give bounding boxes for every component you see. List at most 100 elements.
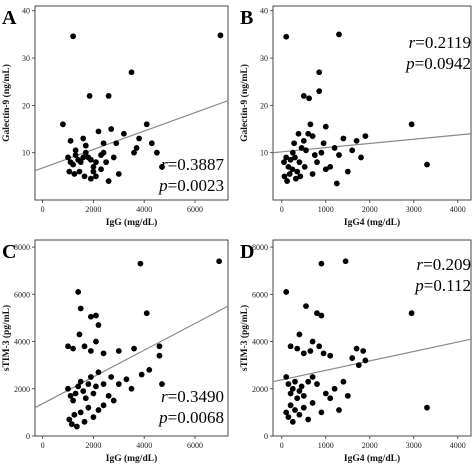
data-point	[298, 145, 305, 151]
plot-frame	[272, 239, 472, 437]
y-tick-label: 20	[260, 101, 268, 110]
y-tick-label: 20	[22, 101, 30, 110]
data-point	[70, 397, 76, 404]
data-point	[93, 159, 99, 166]
y-tick-label: 4000	[14, 338, 30, 347]
data-point	[100, 402, 107, 409]
data-point	[72, 390, 79, 397]
data-point	[309, 171, 316, 177]
data-point	[115, 381, 122, 387]
data-point	[283, 154, 290, 161]
data-point	[281, 173, 288, 180]
data-point	[95, 128, 102, 135]
x-tick-label: 3000	[406, 441, 422, 450]
x-tick-label: 4000	[450, 441, 466, 450]
x-tick-label: 6000	[187, 441, 203, 450]
data-point	[316, 88, 323, 95]
data-point	[80, 388, 87, 395]
data-point	[146, 366, 153, 373]
data-point	[349, 147, 356, 154]
y-axis-label: sTIM-3 (pg/mL)	[1, 305, 12, 371]
x-tick-label: 4000	[136, 441, 152, 450]
x-axis-label: IgG4 (mg/dL)	[344, 453, 400, 464]
data-point	[93, 383, 99, 390]
data-point	[300, 404, 307, 411]
x-tick-label: 1000	[318, 441, 334, 450]
x-tick-label: 4000	[136, 205, 152, 214]
data-point	[336, 31, 342, 38]
data-point	[322, 166, 329, 173]
plot-frame	[272, 5, 472, 201]
y-tick-label: 2000	[252, 385, 268, 394]
data-point	[80, 135, 87, 142]
data-point	[128, 69, 135, 76]
x-tick-label: 4000	[450, 205, 466, 214]
data-point	[292, 407, 298, 413]
x-tick-label: 0	[280, 441, 284, 450]
data-point	[87, 175, 94, 182]
data-point	[93, 173, 99, 180]
data-point	[76, 331, 83, 338]
stat-p-value: =0.0068	[168, 408, 224, 427]
data-point	[87, 348, 94, 354]
data-point	[294, 345, 301, 352]
stat-p: p=0.0023	[158, 176, 224, 195]
data-point	[70, 345, 76, 352]
data-point	[90, 163, 97, 170]
data-point	[314, 310, 320, 317]
data-point	[115, 171, 122, 177]
panel-d: 0 1000 2000 3000 4000 0 2000 4000 6000 8000 IgG4 (…	[239, 239, 472, 464]
data-point	[296, 159, 303, 166]
y-axis-label: Galectin-9 (ng/mL)	[1, 64, 12, 142]
data-point	[67, 137, 74, 144]
data-point	[318, 149, 325, 156]
data-point	[316, 343, 323, 350]
data-point	[70, 33, 76, 40]
x-tick-label: 3000	[406, 205, 422, 214]
data-point	[296, 388, 303, 395]
data-point	[72, 152, 79, 158]
data-point	[82, 149, 89, 156]
data-point	[353, 345, 360, 352]
data-point	[344, 392, 351, 399]
data-point	[82, 395, 89, 402]
data-point	[303, 303, 309, 310]
data-point	[298, 383, 305, 390]
data-point	[137, 260, 144, 267]
y-tick-label: 40	[22, 7, 30, 16]
data-point	[67, 392, 74, 399]
data-point	[287, 402, 294, 409]
data-point	[131, 345, 137, 352]
stat-r-value: =0.2119	[415, 33, 471, 52]
data-point	[300, 93, 307, 99]
data-point	[283, 409, 290, 416]
data-point	[108, 374, 115, 380]
data-point	[105, 178, 112, 184]
data-point	[309, 400, 316, 406]
y-tick-label: 10	[260, 149, 268, 158]
data-point	[115, 348, 122, 354]
data-point	[103, 159, 110, 166]
data-point	[143, 121, 150, 128]
data-point	[90, 390, 97, 397]
data-point	[303, 147, 309, 154]
x-tick-label: 6000	[187, 205, 203, 214]
data-point	[287, 156, 294, 163]
panel-c: 0 2000 4000 6000 0 2000 4000 6000 8000 IgG (mg/dL…	[1, 239, 229, 464]
data-point	[362, 357, 369, 364]
data-point	[327, 163, 334, 170]
data-point	[100, 140, 107, 147]
data-point	[65, 154, 71, 161]
data-point	[289, 418, 296, 425]
x-tick-label: 1000	[318, 205, 334, 214]
data-point	[297, 173, 304, 180]
data-point	[85, 381, 92, 387]
data-point	[93, 312, 99, 319]
data-point	[296, 411, 303, 418]
data-point	[289, 149, 296, 156]
data-point	[292, 175, 299, 182]
stat-r-value: =0.3490	[168, 387, 224, 406]
data-point	[65, 385, 71, 392]
data-point	[314, 381, 320, 387]
